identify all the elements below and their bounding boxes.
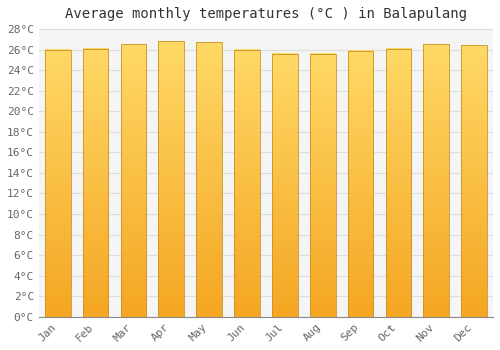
Bar — [158, 41, 184, 317]
Bar — [120, 44, 146, 317]
Bar — [196, 42, 222, 317]
Bar — [424, 44, 449, 317]
Title: Average monthly temperatures (°C ) in Balapulang: Average monthly temperatures (°C ) in Ba… — [65, 7, 467, 21]
Bar — [45, 50, 70, 317]
Bar — [386, 49, 411, 317]
Bar — [462, 46, 487, 317]
Bar — [234, 50, 260, 317]
Bar — [310, 54, 336, 317]
Bar — [272, 54, 297, 317]
Bar — [348, 51, 374, 317]
Bar — [82, 49, 108, 317]
